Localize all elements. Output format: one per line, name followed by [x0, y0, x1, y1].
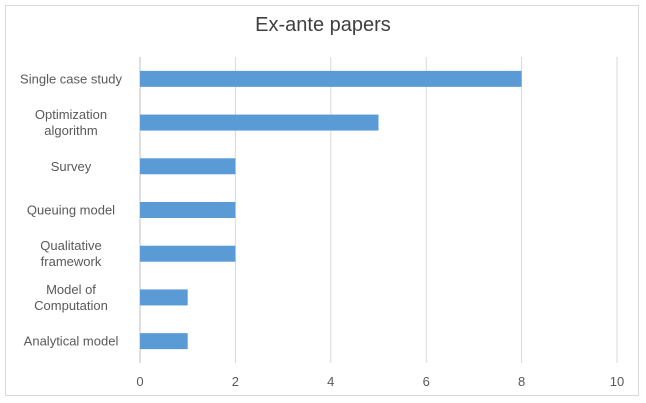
bar [140, 115, 379, 131]
x-tick-label: 4 [327, 374, 334, 389]
bar [140, 158, 235, 174]
category-label: Analytical model [24, 334, 119, 349]
category-label: Qualitative [40, 238, 101, 253]
x-tick-label: 6 [423, 374, 430, 389]
bar [140, 71, 522, 87]
category-label: Queuing model [27, 203, 115, 218]
x-tick-label: 8 [518, 374, 525, 389]
x-tick-label: 10 [610, 374, 624, 389]
category-label: algorithm [44, 123, 97, 138]
x-tick-labels: 0 2 4 6 8 10 [136, 374, 624, 389]
bar [140, 202, 235, 218]
category-label: framework [41, 254, 102, 269]
x-tick-label: 0 [136, 374, 143, 389]
bar [140, 289, 188, 305]
bar [140, 246, 235, 262]
category-label: Survey [51, 159, 92, 174]
category-label: Optimization [35, 107, 107, 122]
x-tick-label: 2 [232, 374, 239, 389]
category-label: Single case study [20, 71, 122, 86]
bar [140, 333, 188, 349]
category-label: Model of [46, 282, 96, 297]
category-label: Computation [34, 298, 108, 313]
